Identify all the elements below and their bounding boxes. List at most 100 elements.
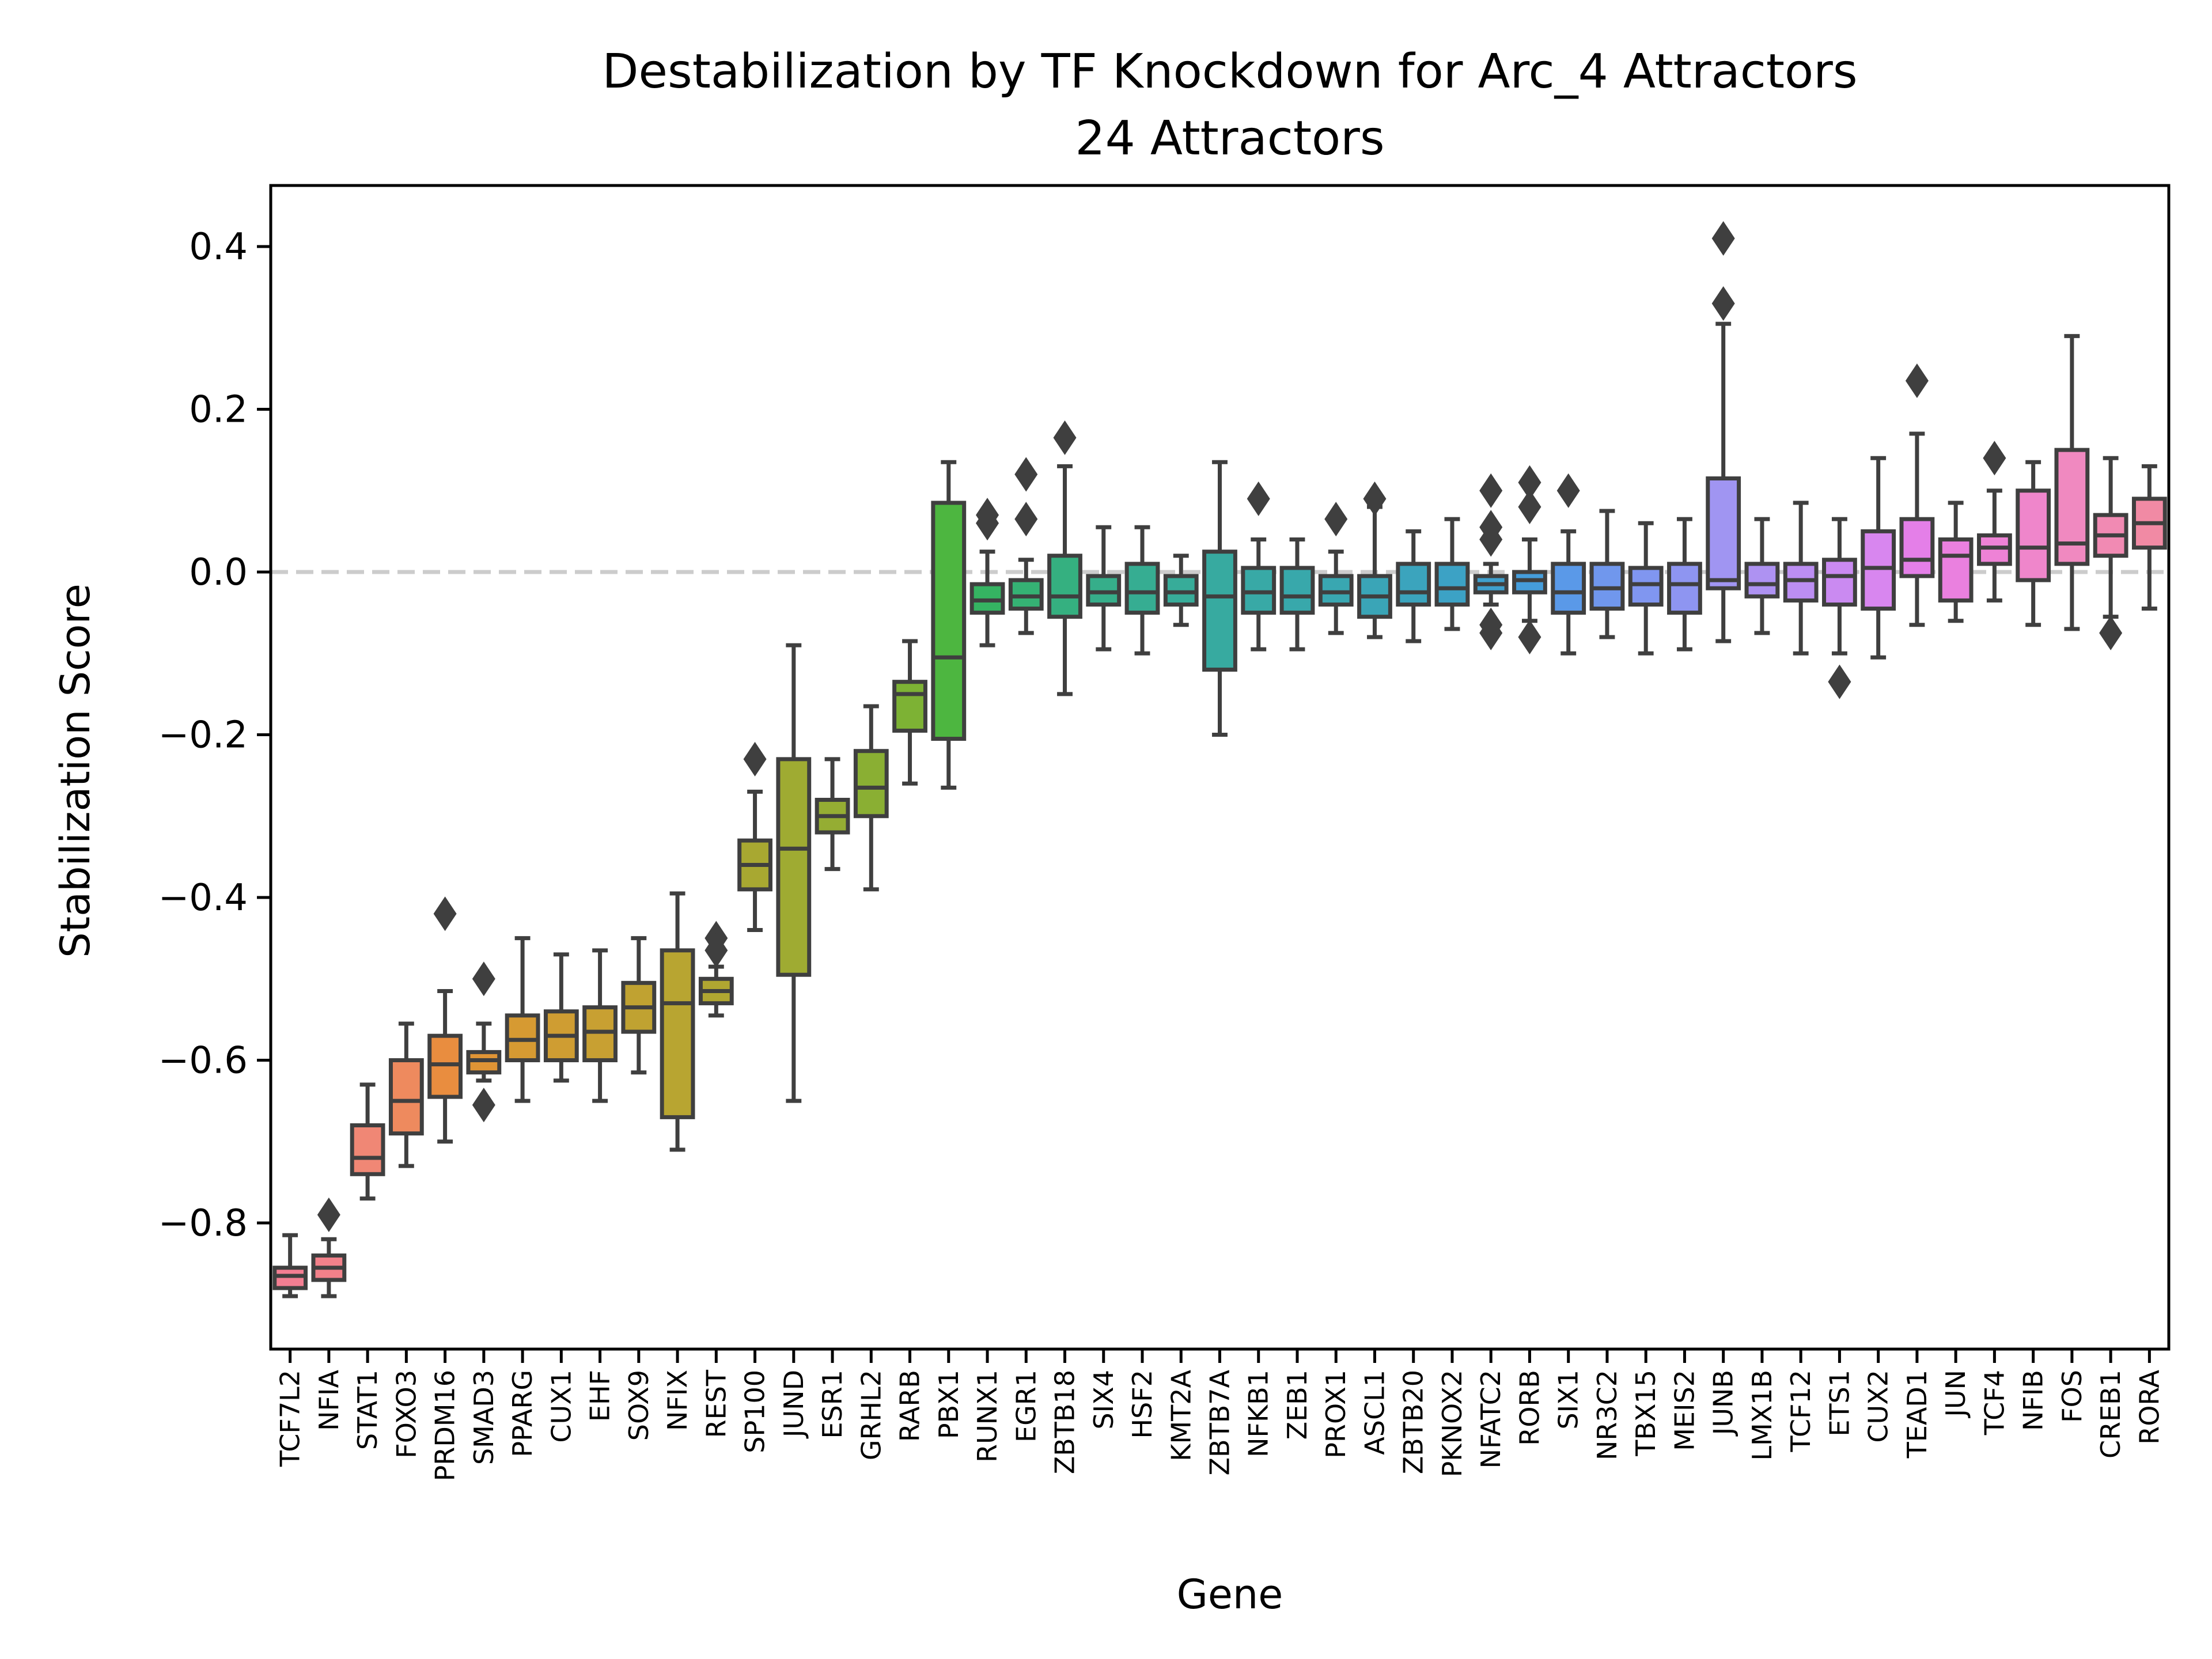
box-iqr [1279, 566, 1315, 615]
x-tick-label: PPARG [507, 1370, 538, 1457]
box-cux2 [1861, 456, 1896, 660]
box-iqr [969, 582, 1005, 615]
box-ehf [582, 948, 618, 1103]
x-tick-label: PBX1 [933, 1370, 964, 1439]
x-tick-label: RARB [895, 1370, 926, 1442]
box-iqr [1706, 476, 1741, 590]
box-zeb1 [1279, 537, 1315, 652]
box-iqr [931, 501, 967, 741]
outlier-point [472, 1088, 495, 1123]
outlier-point [1518, 619, 1541, 654]
outlier-point [2099, 615, 2123, 650]
box-ascl1 [1357, 481, 1392, 639]
outlier-point [317, 1197, 340, 1232]
x-tick-label: JUNB [1708, 1370, 1739, 1437]
box-iqr [2054, 448, 2090, 566]
x-tick-label: NFIA [313, 1369, 344, 1430]
box-runx1 [969, 498, 1005, 647]
box-iqr [892, 680, 927, 733]
box-iqr [1938, 537, 1974, 603]
x-tick-label: SOX9 [623, 1370, 654, 1441]
box-tead1 [1899, 363, 1935, 627]
x-tick-label: REST [700, 1369, 732, 1438]
box-nfia [311, 1197, 347, 1298]
x-tick-label: STAT1 [352, 1370, 383, 1450]
y-axis-label: Stabilization Score [52, 584, 99, 958]
box-iqr [1977, 533, 2012, 566]
y-tick-label: −0.8 [158, 1202, 248, 1245]
box-creb1 [2093, 456, 2128, 650]
box-rest [698, 921, 734, 1018]
outlier-point [1014, 502, 1038, 537]
box-iqr [1822, 558, 1857, 607]
box-iqr [1551, 562, 1586, 615]
box-iqr [1667, 562, 1702, 615]
outlier-point [1905, 363, 1929, 399]
box-rora [2131, 464, 2167, 611]
box-zbtb20 [1396, 529, 1431, 643]
box-iqr [1783, 562, 1819, 603]
box-nr3c2 [1589, 509, 1625, 639]
box-iqr [1086, 574, 1122, 607]
x-tick-label: SP100 [740, 1370, 771, 1453]
box-iqr [1512, 570, 1547, 594]
box-grhl2 [853, 704, 889, 892]
box-jun [1938, 501, 1974, 623]
box-iqr [1318, 574, 1354, 607]
outlier-point [1479, 615, 1503, 650]
box-stat1 [350, 1082, 385, 1201]
outlier-point [1014, 457, 1038, 492]
box-smad3 [466, 961, 502, 1123]
box-pparg [505, 936, 540, 1103]
x-tick-label: RORA [2134, 1369, 2165, 1444]
chart-subtitle: 24 Attractors [1075, 111, 1384, 166]
x-tick-label: RORB [1514, 1370, 1545, 1446]
x-tick-label: SMAD3 [468, 1370, 499, 1465]
y-tick-label: −0.4 [158, 877, 248, 919]
box-iqr [1047, 554, 1082, 619]
box-lmx1b [1744, 517, 1780, 635]
box-iqr [388, 1058, 424, 1136]
x-tick-label: NFATC2 [1475, 1370, 1506, 1468]
x-tick-label: CREB1 [2095, 1370, 2126, 1459]
box-iqr [427, 1033, 463, 1099]
box-meis2 [1667, 517, 1702, 652]
x-tick-label: PKNOX2 [1437, 1370, 1468, 1477]
box-iqr [1202, 550, 1237, 672]
x-tick-label: ETS1 [1824, 1370, 1855, 1437]
x-axis: TCF7L2 NFIA STAT1 FOXO3 PRDM16 SMAD3 PPARG CUX1… [275, 1349, 2165, 1481]
x-tick-label: TCF4 [1979, 1370, 2010, 1435]
box-iqr [466, 1050, 502, 1075]
outlier-point [1479, 510, 1503, 545]
box-rorb [1512, 465, 1547, 654]
y-axis: 0.4 0.2 0.0 −0.2 −0.4 −0.6 −0.8 [158, 226, 271, 1245]
box-tcf12 [1783, 501, 1819, 656]
box-iqr [1744, 562, 1780, 599]
x-tick-label: JUND [778, 1370, 809, 1439]
x-tick-label: CUX2 [1863, 1370, 1894, 1443]
x-tick-label: PRDM16 [430, 1370, 461, 1481]
outlier-point [1363, 481, 1387, 516]
x-tick-label: ESR1 [817, 1370, 848, 1439]
box-jund [776, 643, 812, 1103]
box-iqr [1396, 562, 1431, 607]
x-tick-label: SIX4 [1088, 1370, 1119, 1430]
box-pknox2 [1434, 517, 1470, 631]
x-tick-label: TCF7L2 [275, 1370, 306, 1467]
box-iqr [505, 1013, 540, 1063]
x-tick-label: ZEB1 [1282, 1370, 1313, 1440]
x-tick-label: SIX1 [1553, 1370, 1584, 1430]
x-tick-label: PROX1 [1320, 1370, 1351, 1459]
outlier-point [1828, 664, 1851, 699]
box-nfatc2 [1473, 473, 1509, 650]
box-iqr [350, 1123, 385, 1176]
outlier-point [1324, 502, 1348, 537]
box-iqr [1008, 578, 1044, 611]
box-cux1 [543, 952, 579, 1083]
y-tick-label: −0.2 [158, 714, 248, 756]
box-kmt2a [1163, 554, 1199, 627]
y-tick-label: −0.6 [158, 1040, 248, 1082]
box-pbx1 [931, 460, 967, 790]
y-tick-label: 0.0 [189, 551, 248, 594]
